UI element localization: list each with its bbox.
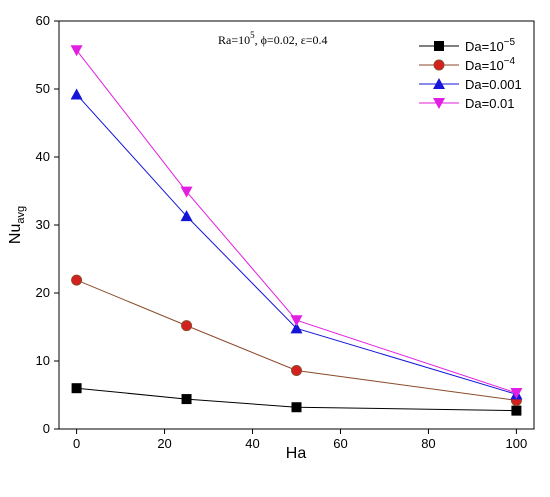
legend-label: Da=10−5 — [465, 37, 516, 54]
legend-entry: Da=10−5 — [419, 37, 516, 54]
x-tick-label: 40 — [245, 436, 259, 451]
legend-label-text: Da=0.001 — [465, 77, 522, 92]
x-tick-label: 60 — [333, 436, 347, 451]
legend-label-text: Da=0.01 — [465, 96, 515, 111]
series-line — [76, 49, 517, 394]
series-line — [76, 279, 517, 401]
x-axis-label: Ha — [286, 445, 307, 462]
data-point — [181, 320, 193, 332]
x-tick-label: 20 — [157, 436, 171, 451]
legend-label: Da=0.001 — [465, 77, 522, 92]
chart-annotation: Ra=105, ϕ=0.02, ε=0.4 — [218, 30, 328, 47]
y-tick-label: 0 — [43, 421, 50, 436]
data-point — [511, 405, 522, 416]
ticks-layer: 0 20 40 60 80 100 0 10 20 30 40 50 60 — [36, 13, 528, 451]
data-point — [181, 394, 192, 405]
series-4 — [70, 45, 523, 399]
y-axis-label-sub: avg — [15, 206, 27, 224]
y-axis-label: Nuavg — [7, 206, 27, 244]
legend-marker — [433, 78, 445, 89]
legend-marker — [434, 41, 444, 51]
x-tick-label: 100 — [506, 436, 528, 451]
legend-label-exponent: −4 — [504, 56, 516, 67]
series-layer — [70, 45, 523, 416]
y-axis-label-main: Nu — [7, 224, 24, 244]
legend-entry: Da=0.001 — [419, 77, 522, 92]
series-2 — [71, 274, 522, 406]
legend-marker — [433, 98, 445, 109]
data-point — [180, 210, 193, 222]
annotation-params: , ϕ=0.02, ε=0.4 — [255, 33, 328, 47]
legend-entry: Da=10−4 — [419, 56, 516, 73]
legend-label-text: Da=10 — [465, 58, 504, 73]
x-tick-label: 0 — [73, 436, 80, 451]
legend-label: Da=10−4 — [465, 56, 516, 73]
data-point — [71, 383, 82, 394]
legend-label-text: Da=10 — [465, 39, 504, 54]
data-point — [180, 186, 193, 198]
legend-entry: Da=0.01 — [419, 96, 515, 111]
series-line — [76, 94, 517, 395]
series-line — [76, 387, 517, 412]
y-tick-label: 60 — [36, 13, 50, 28]
data-point — [291, 402, 302, 413]
data-point — [70, 88, 83, 100]
series-3 — [70, 88, 523, 400]
y-tick-label: 40 — [36, 149, 50, 164]
legend-marker — [433, 59, 445, 71]
data-point — [510, 387, 523, 399]
annotation-ra-exponent: 5 — [250, 30, 255, 40]
y-tick-label: 30 — [36, 217, 50, 232]
data-point — [291, 365, 302, 377]
series-1 — [71, 383, 522, 416]
data-point — [290, 322, 303, 334]
data-point — [71, 274, 83, 286]
y-tick-label: 50 — [36, 81, 50, 96]
data-point — [290, 315, 303, 327]
annotation-ra: Ra=10 — [218, 33, 250, 47]
legend-label-exponent: −5 — [504, 37, 516, 48]
legend-label: Da=0.01 — [465, 96, 515, 111]
data-point — [70, 45, 83, 57]
y-tick-label: 10 — [36, 353, 50, 368]
y-tick-label: 20 — [36, 285, 50, 300]
x-tick-label: 80 — [421, 436, 435, 451]
